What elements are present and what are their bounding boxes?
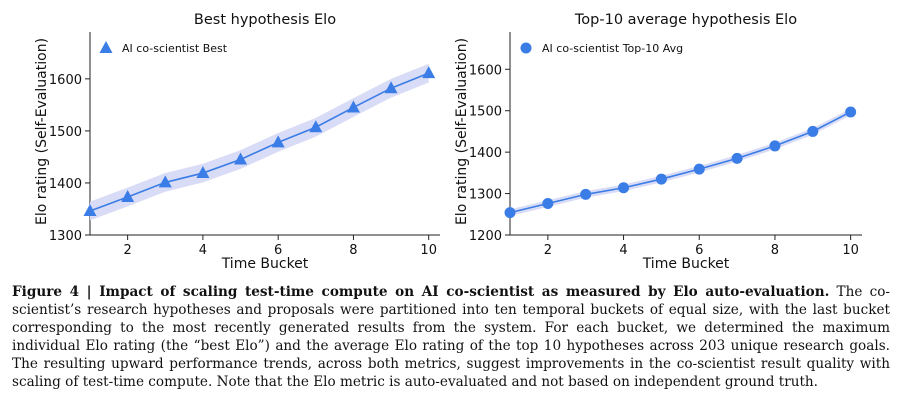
caption-text: The co-scientist’s research hypotheses a… bbox=[12, 284, 890, 390]
legend-marker bbox=[99, 41, 113, 53]
y-axis-label: Elo rating (Self-Evaluation) bbox=[454, 38, 470, 225]
data-point bbox=[83, 204, 97, 217]
y-tick-label: 1600 bbox=[469, 63, 502, 78]
series-line bbox=[89, 72, 430, 212]
legend-label: AI co-scientist Top-10 Avg bbox=[542, 42, 683, 55]
series-band bbox=[90, 63, 429, 221]
data-point bbox=[769, 140, 781, 152]
chart-title: Best hypothesis Elo bbox=[194, 12, 336, 28]
data-point bbox=[693, 163, 705, 175]
y-tick-label: 1300 bbox=[49, 229, 82, 244]
x-axis-label: Time Bucket bbox=[642, 256, 730, 272]
x-tick-label: 4 bbox=[199, 243, 207, 258]
y-tick-label: 1600 bbox=[49, 73, 82, 88]
data-point bbox=[655, 173, 667, 185]
data-point bbox=[618, 182, 630, 194]
data-point bbox=[731, 152, 743, 164]
figure-charts: Best hypothesis Elo 1300 1400 1500 1600 2 4 6 8 1… bbox=[34, 12, 862, 272]
data-point bbox=[309, 120, 323, 133]
y-tick-label: 1300 bbox=[469, 188, 502, 203]
x-tick-label: 8 bbox=[771, 243, 779, 258]
data-point bbox=[346, 100, 360, 113]
chart-panel-best: Best hypothesis Elo 1300 1400 1500 1600 2 4 6 8 1… bbox=[34, 12, 440, 272]
y-axis-label: Elo rating (Self-Evaluation) bbox=[34, 38, 50, 225]
x-tick-label: 6 bbox=[695, 243, 703, 258]
chart-title: Top-10 average hypothesis Elo bbox=[574, 12, 797, 28]
x-tick-label: 4 bbox=[619, 243, 627, 258]
caption-label: Figure 4 | Impact of scaling test-time c… bbox=[12, 284, 830, 300]
data-point bbox=[422, 66, 436, 79]
x-tick-label: 10 bbox=[842, 243, 859, 258]
data-point bbox=[384, 81, 398, 94]
x-tick-label: 10 bbox=[420, 243, 437, 258]
x-tick-label: 2 bbox=[544, 243, 552, 258]
y-tick-label: 1500 bbox=[469, 105, 502, 120]
data-point bbox=[807, 125, 819, 137]
data-point bbox=[542, 198, 554, 210]
series-line bbox=[509, 111, 852, 214]
data-point bbox=[504, 207, 516, 219]
x-tick-label: 8 bbox=[349, 243, 357, 258]
y-tick-label: 1400 bbox=[49, 177, 82, 192]
x-axis-label: Time Bucket bbox=[221, 256, 309, 272]
data-point bbox=[580, 188, 592, 200]
data-point bbox=[271, 135, 285, 148]
data-point bbox=[158, 175, 172, 188]
data-point bbox=[234, 152, 248, 165]
data-point bbox=[845, 106, 857, 118]
y-tick-label: 1200 bbox=[469, 229, 502, 244]
chart-panel-top10: Top-10 average hypothesis Elo 1200 1300 140… bbox=[454, 12, 862, 272]
legend-marker bbox=[520, 42, 532, 54]
x-tick-label: 6 bbox=[274, 243, 282, 258]
data-point bbox=[121, 190, 135, 203]
x-tick-label: 2 bbox=[123, 243, 131, 258]
figure-caption: Figure 4 | Impact of scaling test-time c… bbox=[12, 283, 890, 391]
y-tick-label: 1500 bbox=[49, 125, 82, 140]
legend-label: AI co-scientist Best bbox=[122, 42, 228, 55]
y-tick-label: 1400 bbox=[469, 146, 502, 161]
data-point bbox=[196, 166, 210, 179]
